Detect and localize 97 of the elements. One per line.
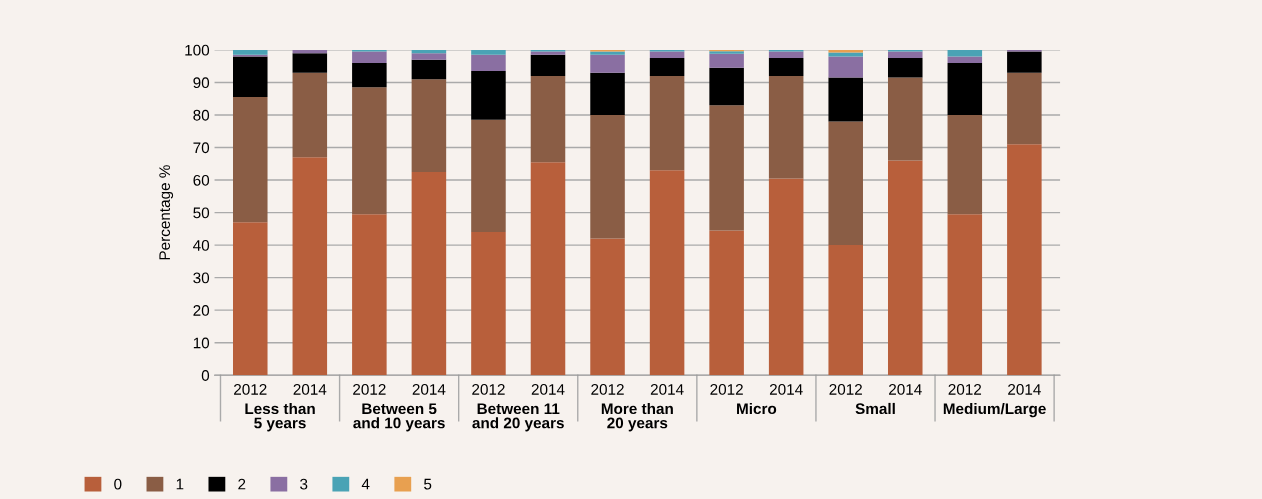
legend-label: 4	[361, 478, 370, 490]
bar	[768, 178, 804, 376]
x-tick-label: 2014	[412, 383, 446, 395]
x-tick-label: 2012	[472, 383, 505, 395]
bar	[709, 67, 744, 106]
bar	[887, 77, 923, 161]
bar	[828, 49, 863, 53]
text: Less than 5 years	[245, 402, 315, 432]
bar	[352, 51, 387, 63]
legend-label: 3	[300, 478, 308, 490]
bar	[352, 62, 387, 88]
bar	[649, 170, 685, 376]
y-tick-label: 80	[193, 109, 210, 121]
bar	[828, 77, 863, 122]
y-tick-label: 30	[193, 272, 210, 284]
bar	[768, 75, 804, 179]
bar	[590, 72, 625, 115]
x-tick-label: 2012	[710, 383, 743, 395]
x-tick-label: 2014	[1008, 383, 1041, 395]
bar	[709, 230, 744, 376]
y-tick-label: 40	[193, 239, 210, 251]
y-tick-label: 100	[185, 44, 210, 56]
y-tick-label: 70	[193, 142, 210, 154]
y-tick-label: 20	[193, 305, 210, 316]
bar	[947, 214, 983, 376]
bar	[530, 54, 566, 76]
bar	[292, 49, 328, 54]
x-tick-label: 2014	[769, 383, 803, 395]
legend-label: 1	[176, 478, 184, 490]
bar	[233, 97, 268, 223]
bar	[471, 54, 506, 72]
bar	[411, 59, 447, 80]
bar	[768, 58, 804, 76]
y-tick-label: 10	[193, 337, 210, 349]
bar	[947, 114, 983, 215]
text: Medium/Large	[943, 402, 1046, 418]
bar	[471, 119, 506, 233]
bar	[649, 58, 685, 76]
bar	[709, 105, 744, 231]
text: Small	[855, 402, 895, 415]
bar	[768, 51, 804, 59]
bar	[352, 214, 387, 376]
bar	[530, 162, 566, 376]
y-tick-label: 90	[193, 77, 210, 89]
bar	[947, 62, 983, 115]
bar	[411, 49, 447, 54]
bar	[947, 49, 983, 57]
x-tick-label: 2012	[829, 383, 862, 395]
bar	[1007, 51, 1042, 73]
bar	[292, 72, 328, 158]
x-tick-label: 2012	[353, 383, 386, 395]
x-tick-label: 2014	[650, 383, 684, 395]
bar	[530, 75, 566, 163]
y-axis-title: Percentage %	[159, 165, 174, 260]
bar	[233, 49, 268, 55]
legend-label: 5	[424, 478, 432, 490]
bar	[828, 121, 863, 246]
bar	[471, 49, 506, 55]
bar	[352, 87, 387, 215]
text: Micro	[737, 402, 777, 415]
bar	[292, 157, 328, 376]
bar	[471, 232, 506, 376]
bar	[649, 75, 685, 171]
bar	[887, 58, 923, 78]
x-tick-label: 2012	[591, 383, 624, 395]
bar	[471, 71, 506, 120]
bar	[1007, 72, 1042, 145]
bar	[590, 54, 625, 73]
x-tick-label: 2012	[234, 383, 267, 395]
text: Between 5 and 10 years	[353, 403, 445, 432]
bar	[1007, 144, 1042, 376]
text: More than 20 years	[601, 402, 673, 432]
y-tick-label: 50	[193, 207, 210, 219]
bar	[828, 56, 863, 78]
x-tick-label: 2014	[531, 383, 565, 395]
bar	[828, 245, 863, 376]
bar	[411, 79, 447, 172]
bar	[411, 171, 447, 376]
bar	[590, 238, 625, 376]
bar	[709, 53, 744, 68]
bar	[887, 51, 923, 59]
bar	[649, 51, 685, 59]
legend-label: 2	[238, 478, 246, 490]
bar	[887, 160, 923, 376]
bar	[292, 53, 328, 73]
legend-label: 0	[114, 478, 122, 490]
y-tick-label: 0	[201, 370, 210, 381]
x-tick-label: 2014	[293, 383, 327, 395]
bar	[590, 114, 625, 239]
text: Between 11 and 20 years	[472, 403, 564, 432]
x-tick-label: 2014	[889, 383, 922, 395]
bar	[947, 56, 983, 63]
bar	[233, 56, 268, 98]
bar	[233, 222, 268, 376]
bar	[411, 53, 447, 60]
x-tick-label: 2012	[948, 383, 982, 395]
y-tick-label: 60	[193, 174, 210, 186]
